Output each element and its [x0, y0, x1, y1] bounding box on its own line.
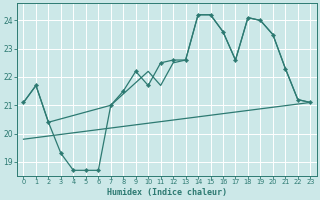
X-axis label: Humidex (Indice chaleur): Humidex (Indice chaleur) — [107, 188, 227, 197]
